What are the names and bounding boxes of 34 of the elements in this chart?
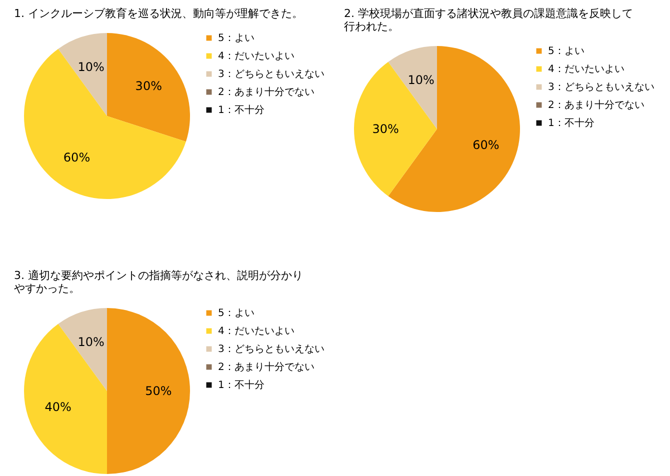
legend-label: 4：だいたいよい (218, 326, 294, 337)
pie-slice (58, 308, 107, 391)
data-label: 60% (472, 138, 500, 152)
data-label: 60% (63, 150, 90, 165)
legend-label: 3：どちらともいえない (218, 344, 324, 355)
legend-label: 4：だいたいよい (548, 64, 624, 75)
chart-title: 2. 学校現場が直面する諸状況や教員の課題意識を反映して行われた。 (344, 7, 633, 33)
legend-label: 3：どちらともいえない (548, 82, 654, 93)
legend-label: 2：あまり十分でない (218, 361, 314, 373)
legend-label: 5：よい (218, 33, 254, 44)
legend-label: 3：どちらともいえない (218, 69, 324, 80)
data-label: 10% (408, 73, 434, 88)
pie-slice (24, 48, 186, 199)
pie-slice (58, 33, 107, 116)
data-label: 30% (135, 78, 162, 93)
chart-title: 1. インクルーシブ教育を巡る状況、動向等が理解できた。 (14, 7, 303, 20)
legend-label: 4：だいたいよい (218, 51, 294, 62)
data-label: 40% (44, 400, 72, 414)
legend-label: 5：よい (548, 46, 584, 57)
data-label: 30% (372, 122, 399, 136)
legend-label: 1：不十分 (548, 117, 594, 129)
legend-label: 1：不十分 (218, 104, 264, 116)
chart-title: 3. 適切な要約やポイントの指摘等がなされ、説明が分かりやすかった。 (14, 269, 303, 295)
data-label: 10% (78, 60, 104, 74)
data-label: 50% (145, 384, 172, 398)
pie-slice (107, 308, 190, 474)
legend-label: 5：よい (218, 308, 254, 319)
pie-slice (107, 33, 190, 142)
pie-slice (354, 62, 437, 196)
legend-label: 1：不十分 (218, 379, 264, 391)
legend-label: 2：あまり十分でない (218, 86, 314, 98)
pie-slice (24, 324, 107, 474)
data-label: 10% (78, 335, 104, 350)
legend-label: 2：あまり十分でない (548, 99, 644, 111)
